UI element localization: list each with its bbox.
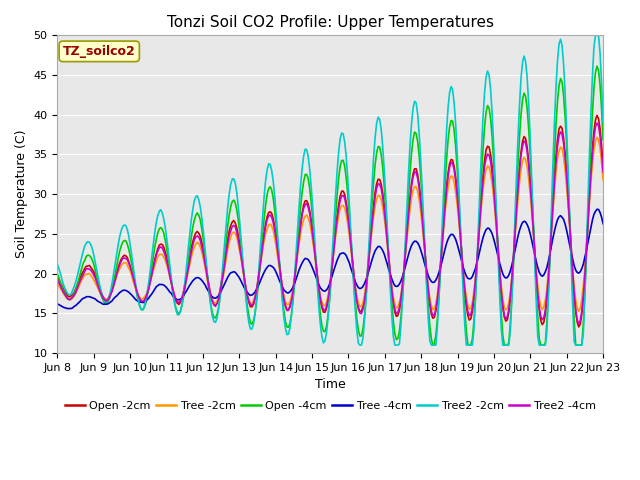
Tree -2cm [575, 309, 582, 314]
Tree -2cm [599, 177, 607, 183]
Open -2cm [599, 164, 607, 170]
Tree -4cm [54, 301, 61, 307]
Open -4cm [120, 238, 128, 243]
Tree -2cm [244, 292, 252, 298]
Tree2 -4cm [575, 321, 582, 327]
Open -2cm [54, 275, 61, 281]
Open -4cm [216, 295, 224, 300]
Open -2cm [216, 288, 224, 293]
Tree2 -2cm [356, 342, 364, 348]
Tree2 -4cm [244, 293, 252, 299]
Line: Tree -4cm: Tree -4cm [58, 209, 603, 309]
Open -2cm [575, 324, 582, 330]
Open -2cm [292, 263, 300, 268]
Tree -2cm [234, 241, 242, 247]
Tree -2cm [292, 264, 300, 269]
Tree2 -4cm [593, 120, 601, 126]
Open -2cm [120, 252, 128, 258]
Tree -4cm [593, 206, 601, 212]
Tree2 -4cm [292, 263, 300, 268]
Tree -4cm [64, 306, 72, 312]
Tree -2cm [216, 290, 224, 296]
Tree -4cm [570, 263, 578, 269]
Text: TZ_soilco2: TZ_soilco2 [63, 45, 136, 58]
Open -2cm [569, 271, 577, 276]
Tree -2cm [593, 134, 601, 140]
X-axis label: Time: Time [315, 378, 346, 391]
Line: Tree2 -2cm: Tree2 -2cm [58, 36, 603, 345]
Open -4cm [234, 217, 242, 223]
Legend: Open -2cm, Tree -2cm, Open -4cm, Tree -4cm, Tree2 -2cm, Tree2 -4cm: Open -2cm, Tree -2cm, Open -4cm, Tree -4… [60, 396, 600, 416]
Tree -2cm [54, 281, 61, 287]
Title: Tonzi Soil CO2 Profile: Upper Temperatures: Tonzi Soil CO2 Profile: Upper Temperatur… [167, 15, 493, 30]
Tree2 -2cm [120, 222, 128, 228]
Tree -4cm [599, 221, 607, 227]
Tree2 -4cm [120, 255, 128, 261]
Tree2 -2cm [234, 204, 242, 210]
Line: Open -2cm: Open -2cm [58, 115, 603, 327]
Tree2 -2cm [292, 251, 300, 256]
Tree2 -2cm [570, 339, 578, 345]
Tree -2cm [569, 267, 577, 273]
Tree2 -4cm [54, 277, 61, 283]
Line: Tree -2cm: Tree -2cm [58, 137, 603, 312]
Line: Tree2 -4cm: Tree2 -4cm [58, 123, 603, 324]
Open -4cm [292, 262, 300, 267]
Tree -2cm [120, 260, 128, 265]
Tree -4cm [218, 288, 225, 293]
Tree2 -2cm [244, 310, 252, 316]
Open -2cm [244, 293, 252, 299]
Tree2 -2cm [591, 33, 599, 38]
Tree -4cm [122, 288, 130, 293]
Open -4cm [570, 318, 578, 324]
Tree -4cm [294, 272, 301, 277]
Tree -4cm [236, 276, 244, 281]
Tree -4cm [245, 291, 253, 297]
Open -2cm [234, 232, 242, 238]
Tree2 -2cm [54, 262, 61, 267]
Tree2 -2cm [599, 120, 607, 126]
Line: Open -4cm: Open -4cm [58, 66, 603, 345]
Tree2 -4cm [599, 169, 607, 175]
Open -4cm [429, 342, 436, 348]
Open -4cm [54, 271, 61, 277]
Open -4cm [593, 63, 601, 69]
Tree2 -4cm [234, 236, 242, 242]
Y-axis label: Soil Temperature (C): Soil Temperature (C) [15, 130, 28, 258]
Tree2 -4cm [216, 289, 224, 295]
Open -4cm [244, 304, 252, 310]
Tree2 -4cm [569, 269, 577, 275]
Open -4cm [599, 137, 607, 143]
Tree2 -2cm [216, 293, 224, 299]
Open -2cm [593, 112, 601, 118]
